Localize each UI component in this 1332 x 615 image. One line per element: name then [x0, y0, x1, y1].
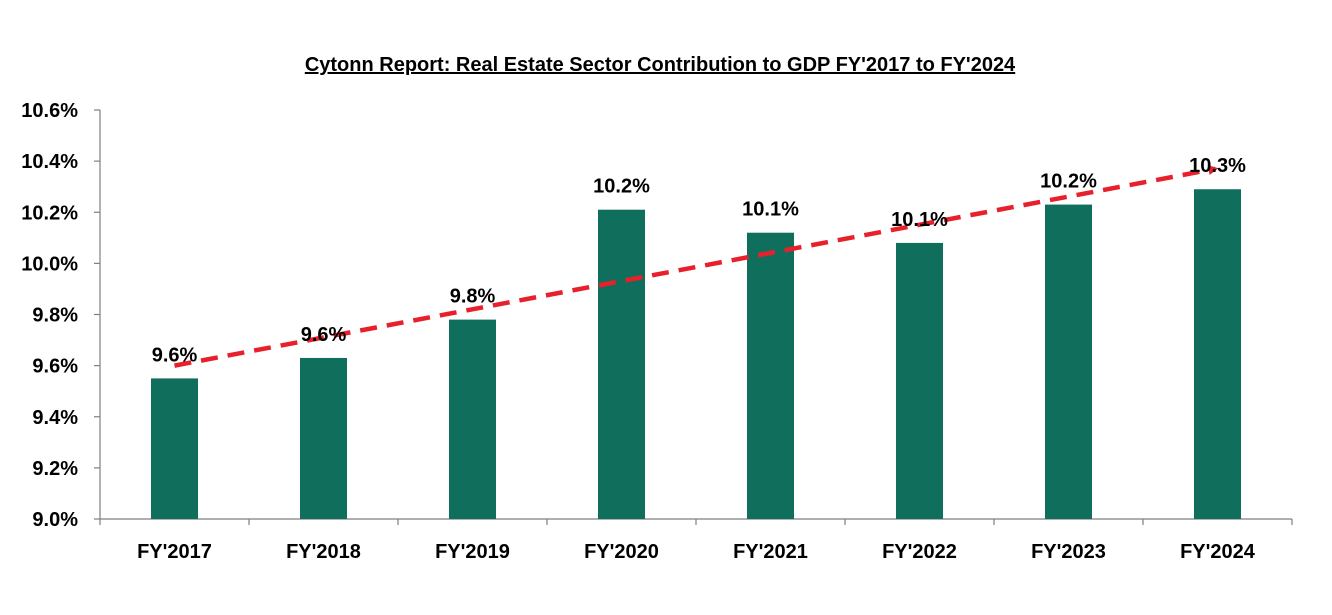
- bar: [896, 242, 943, 520]
- y-tick-label: 10.0%: [21, 253, 78, 275]
- data-label: 10.3%: [1189, 155, 1246, 177]
- x-category-label: FY'2020: [584, 541, 659, 563]
- y-tick-label: 10.4%: [21, 151, 78, 173]
- bar: [151, 378, 198, 519]
- y-tick-label: 10.2%: [21, 202, 78, 224]
- data-label: 9.6%: [301, 324, 347, 346]
- x-category-label: FY'2021: [733, 541, 808, 563]
- bar: [300, 357, 347, 519]
- data-label: 10.1%: [891, 209, 948, 231]
- x-category-label: FY'2019: [435, 541, 510, 563]
- trendline-arrow: [174, 165, 1219, 368]
- y-tick-label: 9.8%: [32, 305, 78, 327]
- data-label: 9.6%: [152, 344, 198, 366]
- data-label: 10.1%: [742, 199, 799, 221]
- trendline: [174, 165, 1219, 368]
- bar: [747, 232, 794, 519]
- bar: [1194, 189, 1241, 519]
- bar: [1045, 204, 1092, 520]
- data-label: 9.8%: [450, 286, 496, 308]
- y-tick-label: 10.6%: [21, 100, 78, 122]
- bar: [449, 319, 496, 519]
- axes: 9.0% 9.2% 9.4% 9.6% 9.8% 10.0% 10.2% 10.4% 10.6%…: [21, 100, 1293, 563]
- y-tick-label: 9.0%: [32, 509, 78, 531]
- x-category-label: FY'2023: [1031, 541, 1106, 563]
- data-label: 10.2%: [1040, 171, 1097, 193]
- y-tick-label: 9.2%: [32, 458, 78, 480]
- bar: [598, 209, 645, 519]
- y-tick-label: 9.4%: [32, 407, 78, 429]
- data-label: 10.2%: [593, 176, 650, 198]
- data-labels: 9.6% 9.6% 9.8% 10.2% 10.1% 10.1% 10.2% 10.3%: [152, 155, 1246, 366]
- x-category-label: FY'2018: [286, 541, 361, 563]
- x-category-label: FY'2022: [882, 541, 957, 563]
- x-category-label: FY'2017: [137, 541, 212, 563]
- x-category-label: FY'2024: [1180, 541, 1256, 563]
- y-tick-label: 9.6%: [32, 356, 78, 378]
- bars: [151, 189, 1241, 520]
- chart-title: Cytonn Report: Real Estate Sector Contri…: [305, 54, 1016, 76]
